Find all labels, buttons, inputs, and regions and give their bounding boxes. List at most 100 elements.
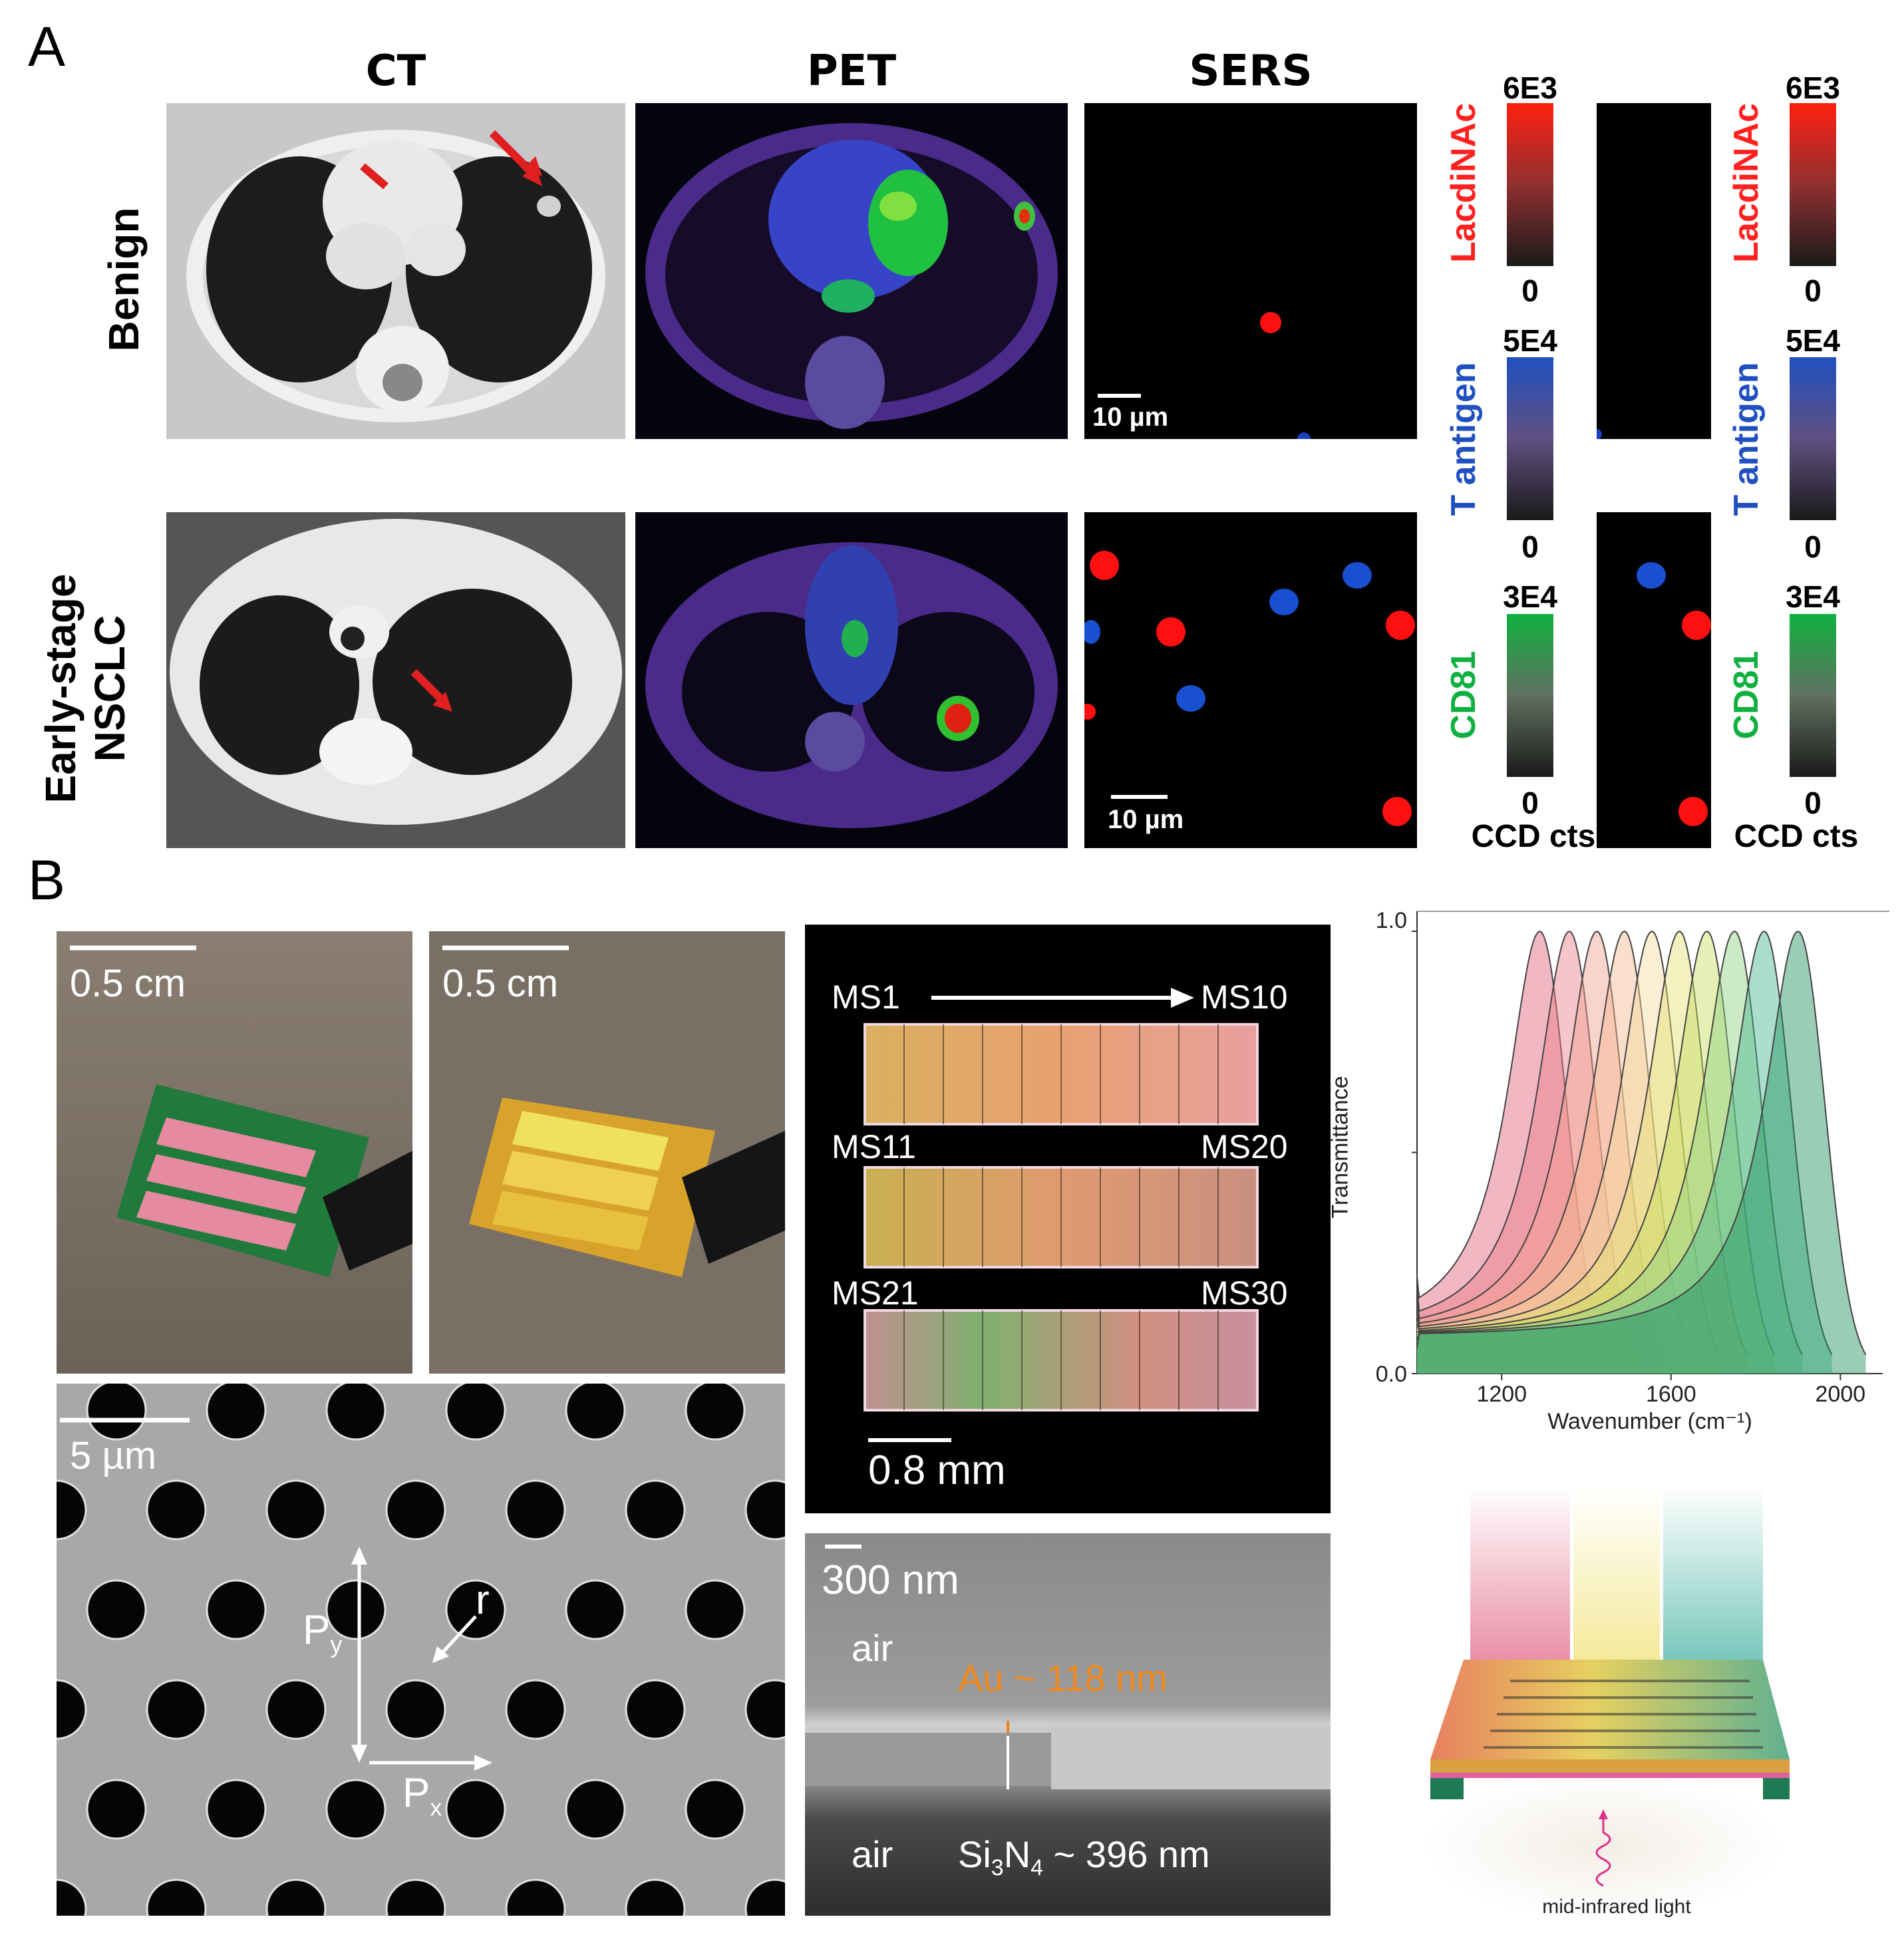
air-top-label: air: [852, 1627, 893, 1669]
pet-image-nsclc: [635, 512, 1068, 848]
sem-hole-array: 5 µm Py Px r: [57, 1384, 785, 1916]
colorbar2-cd81-max: 3E4: [1786, 579, 1840, 614]
sem-hole: [86, 1579, 147, 1640]
transmittance-chart: 1.0 0.0 Transmittance 1200 1600 2000 Wav…: [1328, 908, 1889, 1440]
device-illustration: mid-infrared light: [1390, 1460, 1856, 1926]
sem-hole: [265, 1878, 327, 1916]
sem-hole: [744, 1479, 785, 1541]
sem-label-py-sub: y: [330, 1630, 343, 1658]
sem-hole: [146, 1479, 207, 1541]
transmittance-area-7: [1417, 931, 1775, 1374]
sem-hole: [325, 1779, 387, 1840]
x-tick-2000: 2000: [1815, 1382, 1866, 1407]
sem-hole: [445, 1579, 506, 1640]
colorbar-unit: CCD cts: [1471, 819, 1596, 854]
sem-hole: [146, 1878, 207, 1916]
sem-hole: [86, 1779, 147, 1840]
cross-section-scalebar-label: 300 nm: [822, 1557, 959, 1603]
transmittance-chart-svg: [1412, 911, 1889, 1380]
y-axis-label: Transmittance: [1327, 1076, 1353, 1219]
colorbar-cd81-label: CD81: [1444, 651, 1483, 740]
transmittance-line-2: [1416, 930, 1638, 1356]
scalebar-label-benign: 10 µm: [1092, 402, 1169, 432]
ms30-label: MS30: [1201, 1274, 1288, 1312]
array-scalebar-label: 0.8 mm: [868, 1447, 1006, 1493]
ms11-label: MS11: [832, 1128, 916, 1165]
sers-strip-benign: [1597, 103, 1711, 439]
sem-hole: [685, 1779, 746, 1840]
colorbar-tantigen-label: T antigen: [1444, 362, 1483, 516]
si3n4-thickness-label: Si3N4 ~ 396 nm: [958, 1833, 1210, 1881]
au-thickness-label: Au ~ 118 nm: [958, 1657, 1168, 1699]
colorbar2-tantigen: [1790, 357, 1836, 520]
colorbar2-tantigen-max: 5E4: [1786, 323, 1840, 358]
colorbar-tantigen: [1507, 357, 1553, 520]
ms20-label: MS20: [1201, 1128, 1288, 1165]
sem-hole: [685, 1384, 746, 1441]
y-tick-max: 1.0: [1375, 908, 1407, 933]
ct-image-nsclc: [166, 512, 625, 848]
x-tick-1200: 1200: [1476, 1382, 1527, 1407]
colorbar-cd81-max: 3E4: [1503, 579, 1557, 614]
sem-label-px-main: P: [402, 1770, 430, 1816]
sem-hole: [445, 1384, 506, 1441]
metasurface-array-photo: MS1 MS10 MS11 MS20 MS21 MS30 0.8 mm: [805, 925, 1331, 1513]
sem-hole: [625, 1679, 686, 1740]
colorbar2-cd81: [1790, 614, 1836, 777]
colorbar2-tantigen-label: T antigen: [1727, 362, 1766, 516]
photo1-scalebar-label: 0.5 cm: [70, 962, 186, 1005]
colorbar-lacdinac-min: 0: [1521, 273, 1539, 308]
ms21-label: MS21: [832, 1274, 919, 1312]
sem-hole: [325, 1579, 387, 1640]
colorbar-cd81: [1507, 614, 1553, 777]
pet-image-benign: [635, 103, 1068, 439]
colorbar-lacdinac-label: LacdiNAc: [1444, 103, 1483, 263]
sem-hole: [57, 1878, 87, 1916]
sem-hole: [565, 1579, 626, 1640]
colorbar-group-1: 6E3 LacdiNAc 0 5E4 T antigen 0 3E4 CD81 …: [1444, 70, 1600, 868]
row-title-benign: Benign: [100, 207, 148, 352]
ms1-label: MS1: [832, 978, 900, 1016]
transmittance-line-1: [1416, 930, 1609, 1356]
sers-image-nsclc: 10 µm: [1084, 512, 1417, 848]
colorbar-tantigen-max: 5E4: [1503, 323, 1557, 358]
colorbar-group-2: 6E3 LacdiNAc 0 5E4 T antigen 0 3E4 CD81 …: [1727, 70, 1883, 868]
sem-hole: [206, 1779, 267, 1840]
colorbar2-lacdinac: [1790, 103, 1836, 266]
colorbar2-tantigen-min: 0: [1804, 529, 1822, 564]
photo-gold-chip: 0.5 cm: [429, 931, 785, 1374]
sem-hole: [206, 1384, 267, 1441]
sem-hole: [265, 1679, 327, 1740]
si-sub: 3: [991, 1855, 1004, 1881]
transmittance-area-10: [1417, 931, 1866, 1374]
sem-hole: [625, 1479, 686, 1541]
sem-hole: [685, 1579, 746, 1640]
transmittance-line-8: [1416, 930, 1803, 1356]
sem-hole: [385, 1479, 446, 1541]
sem-hole: [744, 1878, 785, 1916]
sem-hole: [565, 1779, 626, 1840]
ms10-label: MS10: [1201, 978, 1288, 1016]
si-value: ~ 396 nm: [1053, 1833, 1210, 1875]
sem-label-px-sub: x: [430, 1793, 442, 1821]
sem-hole: [625, 1878, 686, 1916]
cross-section-sem: 300 nm air Au ~ 118 nm air Si3N4 ~ 396 n…: [805, 1533, 1331, 1916]
sem-hole: [445, 1779, 506, 1840]
colorbar2-cd81-label: CD81: [1727, 651, 1766, 740]
sem-hole: [505, 1679, 566, 1740]
sem-label-py-main: P: [303, 1607, 331, 1653]
row-title-nsclc: Early-stage NSCLC: [37, 542, 136, 835]
n-label: N: [1003, 1833, 1031, 1875]
transmittance-line-5: [1416, 930, 1720, 1356]
sem-hole: [565, 1384, 626, 1441]
si-label: Si: [958, 1833, 991, 1875]
sers-strip-nsclc: [1597, 512, 1711, 848]
transmittance-line-3: [1416, 930, 1666, 1356]
n-sub: 4: [1031, 1855, 1044, 1881]
panel-b-label: B: [28, 849, 66, 911]
sem-hole: [325, 1384, 387, 1441]
x-tick-1600: 1600: [1645, 1382, 1696, 1407]
colorbar2-lacdinac-min: 0: [1804, 273, 1822, 308]
photo-green-chip: 0.5 cm: [57, 931, 412, 1374]
sers-image-benign: 10 µm: [1084, 103, 1417, 439]
